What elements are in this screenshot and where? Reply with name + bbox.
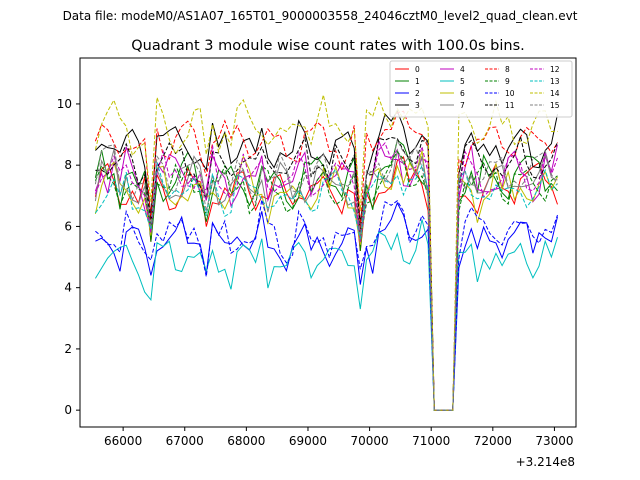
legend-label: 9	[505, 77, 510, 86]
y-tick-label: 4	[64, 281, 72, 295]
legend-label: 2	[415, 89, 420, 98]
x-tick-label: 73000	[535, 434, 573, 448]
legend-label: 11	[505, 101, 515, 110]
legend-label: 1	[415, 77, 420, 86]
legend-label: 8	[505, 65, 510, 74]
y-tick-label: 2	[64, 342, 72, 356]
x-tick-label: 67000	[166, 434, 204, 448]
suptitle: Data file: modeM0/AS1A07_165T01_90000035…	[63, 9, 578, 23]
chart-title: Quadrant 3 module wise count rates with …	[131, 38, 525, 54]
legend-label: 13	[550, 77, 560, 86]
series-line-11	[95, 134, 558, 411]
legend-label: 14	[550, 89, 560, 98]
legend-label: 0	[415, 65, 420, 74]
series-line-15	[94, 139, 558, 411]
legend-label: 10	[505, 89, 515, 98]
y-axis: 0 2 4 6 8 10	[57, 97, 80, 417]
x-tick-label: 68000	[227, 434, 265, 448]
legend-label: 4	[460, 65, 465, 74]
x-offset-label: +3.214e8	[516, 455, 575, 469]
series-line-4	[94, 139, 558, 411]
legend-label: 6	[460, 89, 465, 98]
series-line-13	[95, 162, 558, 411]
y-tick-label: 8	[64, 158, 72, 172]
legend-label: 7	[460, 101, 465, 110]
series-line-9	[94, 150, 558, 411]
y-tick-label: 10	[57, 97, 72, 111]
legend-label: 3	[415, 101, 420, 110]
x-tick-label: 70000	[350, 434, 388, 448]
plot-lines	[94, 94, 558, 411]
legend-label: 5	[460, 77, 465, 86]
legend-label: 15	[550, 101, 560, 110]
series-line-7	[94, 148, 558, 411]
x-tick-label: 71000	[412, 434, 450, 448]
series-line-5	[94, 219, 558, 411]
x-tick-label: 69000	[289, 434, 327, 448]
series-line-14	[94, 94, 558, 411]
series-line-0	[94, 156, 558, 411]
series-line-2	[95, 201, 558, 411]
series-line-12	[94, 142, 558, 411]
series-line-3	[95, 109, 558, 411]
plot-area-frame	[79, 57, 577, 428]
x-axis: 66000 67000 68000 69000 70000 71000 72000 73000	[104, 427, 574, 448]
legend-box	[389, 60, 573, 118]
y-tick-label: 6	[64, 219, 72, 233]
series-line-10	[95, 199, 558, 411]
x-tick-label: 72000	[474, 434, 512, 448]
x-tick-label: 66000	[104, 434, 142, 448]
y-tick-label: 0	[64, 403, 72, 417]
legend-label: 12	[550, 65, 560, 74]
